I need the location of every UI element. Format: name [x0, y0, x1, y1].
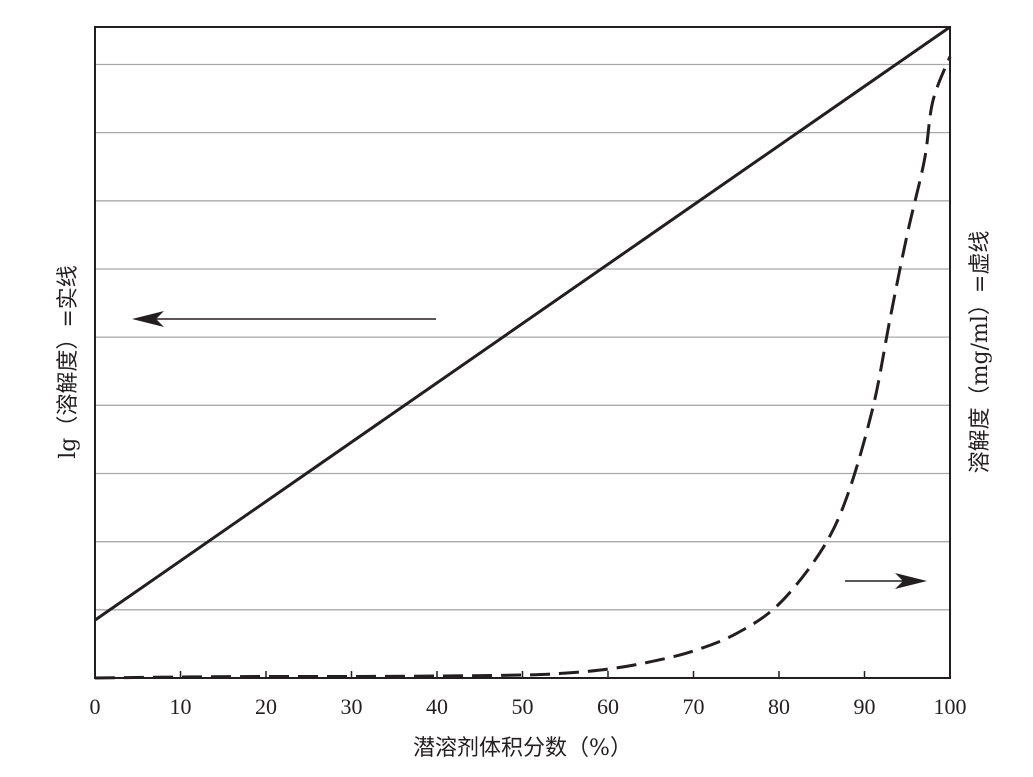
- right-arrow-head: [895, 573, 927, 589]
- y-axis-left-label: lg（溶解度）=实线: [56, 265, 81, 459]
- x-tick-label: 70: [683, 694, 705, 719]
- grid-lines: [95, 63, 950, 611]
- x-tick-label: 90: [854, 694, 876, 719]
- x-tick-label: 20: [255, 694, 277, 719]
- x-axis-label: 潜溶剂体积分数（%）: [413, 736, 632, 761]
- y-axis-right-label: 溶解度（mg/ml）=虚线: [968, 231, 993, 474]
- plot-frame: [94, 26, 951, 679]
- left-arrow-head: [132, 311, 164, 327]
- series-dashed-line: [94, 56, 952, 680]
- series-lines: [94, 25, 952, 680]
- x-tick-label: 80: [768, 694, 790, 719]
- x-tick-label: 0: [90, 694, 101, 719]
- x-tick-label: 10: [170, 694, 192, 719]
- x-tick-label: 30: [341, 694, 363, 719]
- x-tick-label: 60: [597, 694, 619, 719]
- x-tick-label: 50: [512, 694, 534, 719]
- series-solid-line: [94, 25, 951, 622]
- x-tick-label: 40: [426, 694, 448, 719]
- x-axis-ticks: 0 10 20 30 40 50 60 70 80 90 100: [90, 671, 967, 719]
- axis-arrows: [132, 311, 927, 589]
- x-tick-label: 100: [934, 694, 967, 719]
